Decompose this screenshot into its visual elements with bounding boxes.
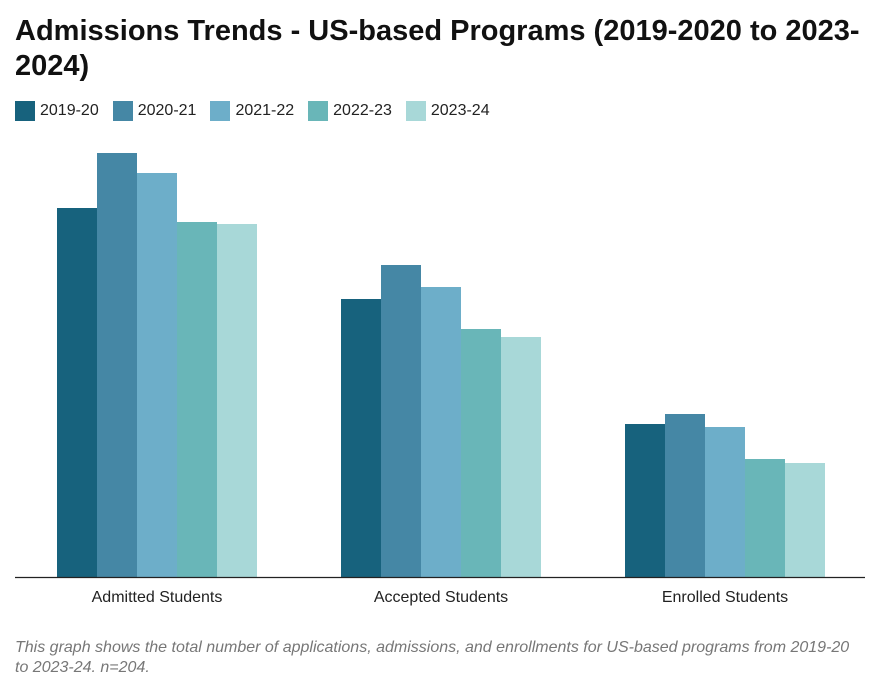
bar <box>705 427 745 577</box>
legend-item: 2022-23 <box>308 101 392 121</box>
legend-label: 2019-20 <box>40 102 99 119</box>
legend-swatch <box>405 101 426 121</box>
bar <box>97 153 137 577</box>
legend-swatch <box>15 101 35 121</box>
bar <box>341 299 381 577</box>
legend-item: 2019-20 <box>15 101 99 121</box>
bar <box>665 414 705 577</box>
bar <box>137 173 177 577</box>
legend-item: 2023-24 <box>405 101 490 121</box>
legend: 2019-20 2020-21 2021-22 2022-23 2023-24 <box>15 101 490 121</box>
bar <box>217 224 257 577</box>
bar <box>381 265 421 577</box>
legend-label: 2023-24 <box>430 102 490 119</box>
bar <box>461 329 501 577</box>
bar <box>625 424 665 577</box>
legend-swatch <box>210 101 231 121</box>
category-label: Enrolled Students <box>662 589 788 606</box>
legend-label: 2022-23 <box>333 102 392 119</box>
legend-item: 2021-22 <box>210 101 294 121</box>
bar <box>745 459 785 577</box>
chart-title: Admissions Trends - US-based Programs (2… <box>15 15 860 82</box>
legend-item: 2020-21 <box>112 101 197 121</box>
chart-note: This graph shows the total number of app… <box>15 639 850 676</box>
legend-label: 2020-21 <box>137 102 197 119</box>
legend-swatch <box>112 101 133 121</box>
category-label: Accepted Students <box>374 589 508 606</box>
legend-swatch <box>308 101 329 121</box>
category-label: Admitted Students <box>92 589 223 606</box>
bar <box>57 208 97 577</box>
legend-label: 2021-22 <box>235 102 295 119</box>
bar <box>177 222 217 577</box>
bar <box>421 287 461 577</box>
bar <box>501 337 541 577</box>
bar <box>785 463 825 577</box>
